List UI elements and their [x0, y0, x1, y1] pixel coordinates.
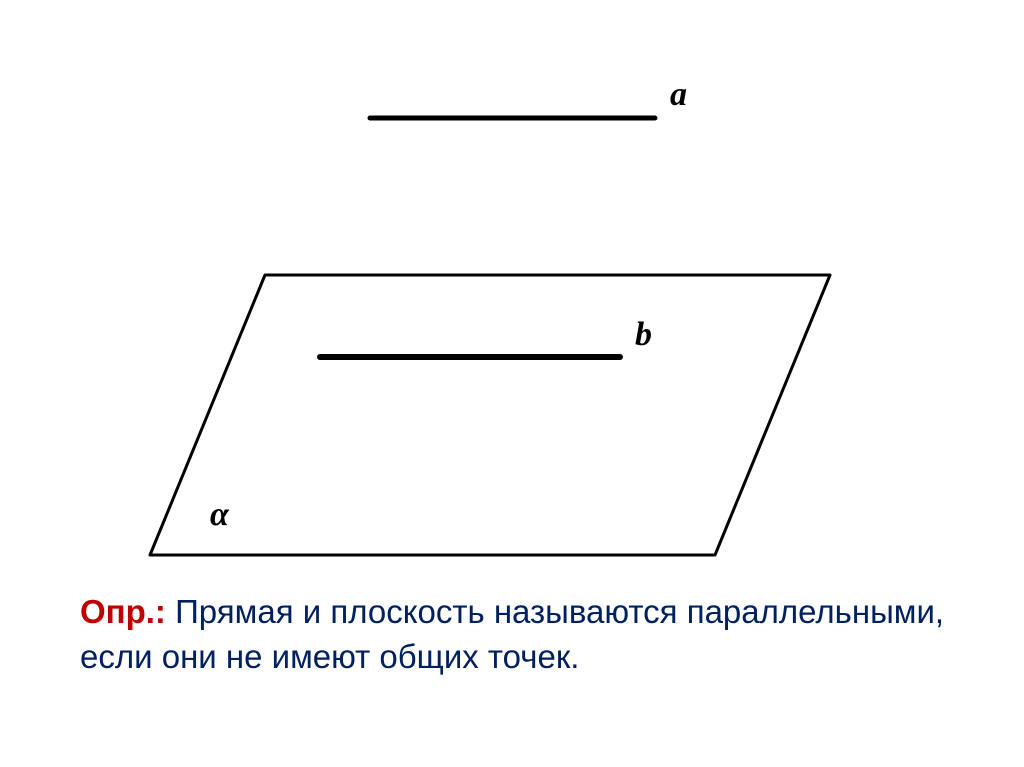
label-b: b	[635, 316, 652, 353]
definition-text: Прямая и плоскость называются параллельн…	[80, 593, 944, 675]
diagram-svg: a α b	[0, 0, 1024, 610]
geometry-diagram: a α b	[0, 0, 1024, 610]
plane-alpha	[150, 275, 830, 555]
definition-prefix: Опр.:	[80, 593, 166, 630]
definition-caption: Опр.: Прямая и плоскость называются пара…	[80, 590, 960, 679]
label-a: a	[670, 76, 687, 113]
label-alpha: α	[210, 496, 230, 533]
